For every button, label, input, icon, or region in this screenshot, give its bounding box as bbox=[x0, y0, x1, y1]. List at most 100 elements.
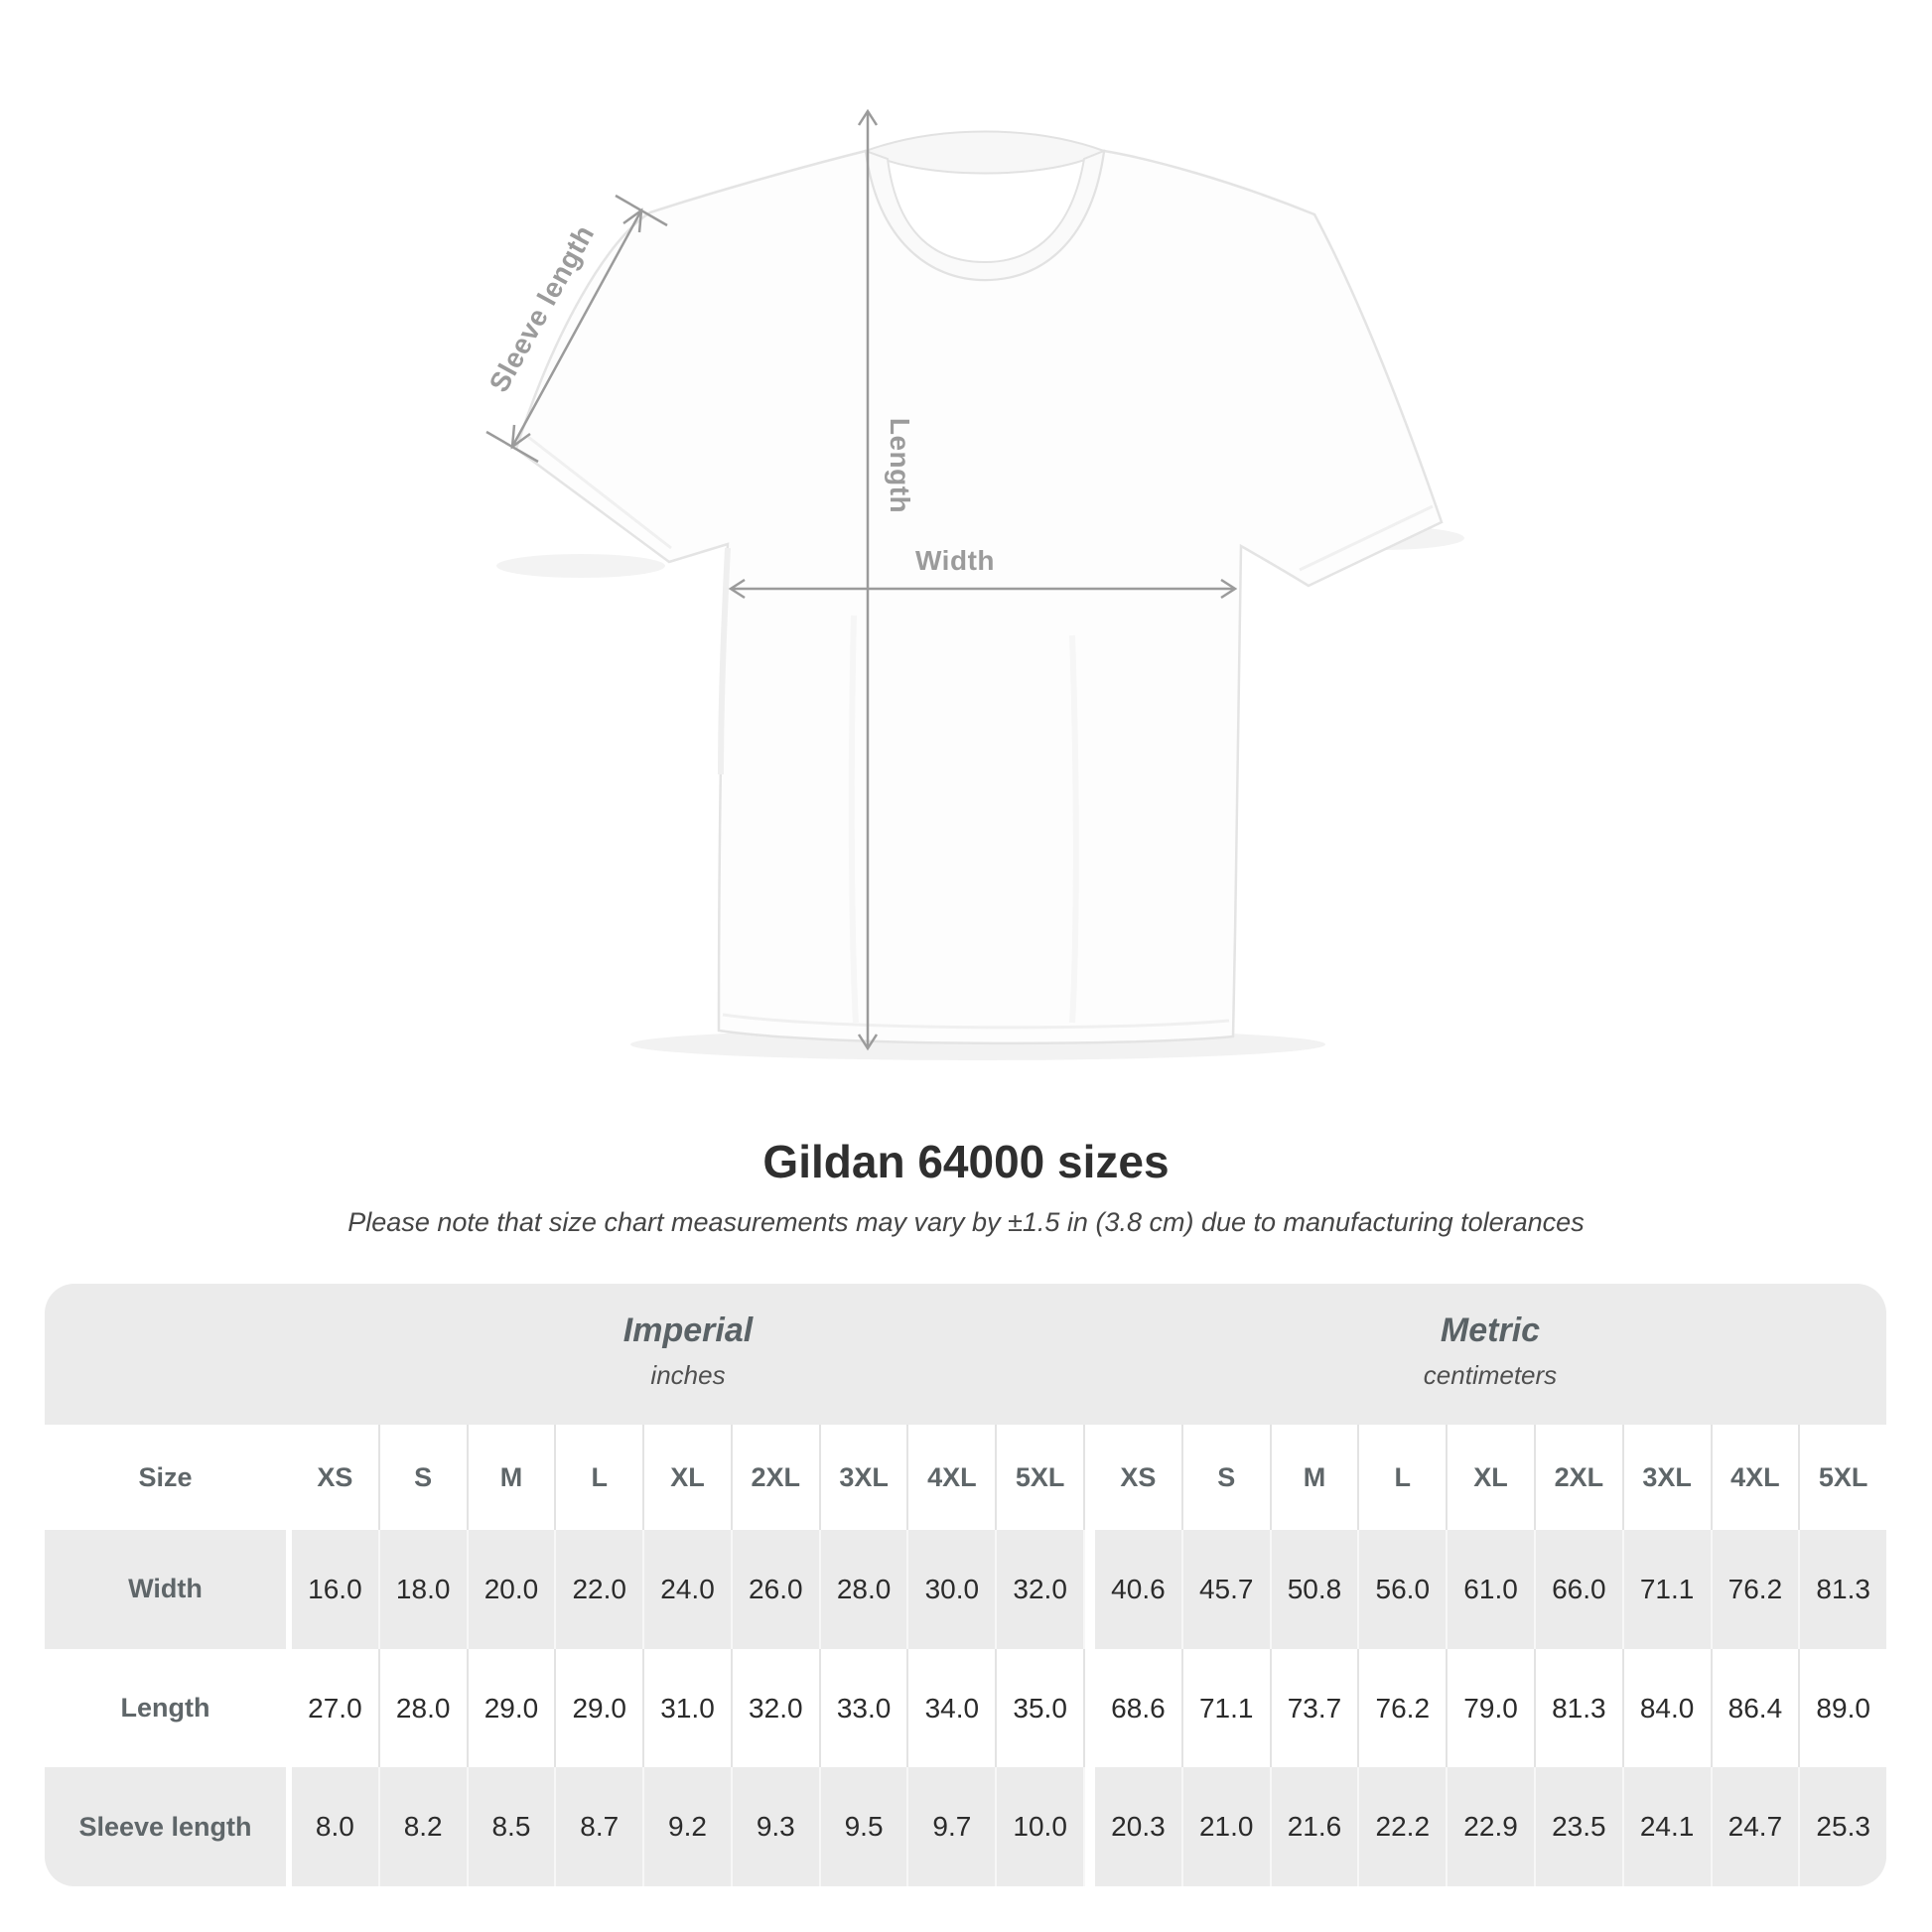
value-cell: 18.0 bbox=[377, 1530, 467, 1649]
size-header-cell: 2XL bbox=[1533, 1425, 1622, 1530]
value-cell: 33.0 bbox=[818, 1648, 907, 1768]
value-cell: 24.1 bbox=[1621, 1767, 1711, 1886]
column-divider bbox=[286, 1767, 292, 1886]
size-header-cell: XL bbox=[642, 1425, 731, 1530]
value-cell: 66.0 bbox=[1533, 1530, 1622, 1649]
size-header-cell: XS bbox=[317, 1461, 353, 1492]
value-cell: 9.5 bbox=[818, 1767, 907, 1886]
value-cell: 61.0 bbox=[1446, 1530, 1534, 1649]
size-header-cell: M bbox=[466, 1425, 555, 1530]
tolerance-note: Please note that size chart measurements… bbox=[347, 1207, 1585, 1237]
value-cell: 10.0 bbox=[995, 1767, 1086, 1886]
value-cell: 76.2 bbox=[1357, 1648, 1446, 1768]
value-cell: 16.0 bbox=[308, 1573, 362, 1604]
column-divider bbox=[286, 1648, 292, 1768]
table-row-width: Width 16.0 18.0 20.0 22.0 24.0 26.0 28.0 30.0 32.… bbox=[45, 1530, 1886, 1649]
value-cell: 26.0 bbox=[730, 1530, 819, 1649]
size-header-cell: 4XL bbox=[906, 1425, 995, 1530]
value-cell: 27.0 bbox=[308, 1692, 362, 1724]
value-cell: 9.2 bbox=[642, 1767, 731, 1886]
column-divider bbox=[286, 1425, 292, 1530]
value-cell: 8.2 bbox=[377, 1767, 467, 1886]
tshirt-illustration bbox=[514, 130, 1444, 1045]
value-cell: 50.8 bbox=[1269, 1530, 1358, 1649]
page-title: Gildan 64000 sizes bbox=[762, 1136, 1170, 1187]
size-table-body: Width 16.0 18.0 20.0 22.0 24.0 26.0 28.0 30.0 32.… bbox=[45, 1530, 1886, 1886]
value-cell: 24.7 bbox=[1710, 1767, 1799, 1886]
value-cell: 25.3 bbox=[1798, 1767, 1886, 1886]
value-cell: 32.0 bbox=[995, 1530, 1086, 1649]
imperial-group-title: Imperial bbox=[622, 1311, 754, 1349]
value-cell: 68.6 bbox=[1111, 1692, 1166, 1724]
value-cell: 28.0 bbox=[818, 1530, 907, 1649]
value-cell: 76.2 bbox=[1710, 1530, 1799, 1649]
sleeve-length-arrow bbox=[485, 194, 668, 464]
value-cell: 22.2 bbox=[1357, 1767, 1446, 1886]
value-cell: 8.0 bbox=[315, 1811, 354, 1843]
metric-group-unit: centimeters bbox=[1423, 1360, 1558, 1390]
size-column-header: Size bbox=[138, 1461, 193, 1492]
size-header-row: Size XS S M L XL 2XL 3XL 4XL 5XL XS S M L XL 2XL 3XL 4XL 5… bbox=[45, 1425, 1886, 1530]
value-cell: 30.0 bbox=[906, 1530, 995, 1649]
value-cell: 23.5 bbox=[1533, 1767, 1622, 1886]
value-cell: 84.0 bbox=[1621, 1648, 1711, 1768]
value-cell: 89.0 bbox=[1798, 1648, 1886, 1768]
row-label-sleeve-length: Sleeve length bbox=[78, 1811, 252, 1842]
value-cell: 22.0 bbox=[554, 1530, 642, 1649]
value-cell: 71.1 bbox=[1180, 1648, 1270, 1768]
value-cell: 79.0 bbox=[1446, 1648, 1534, 1768]
value-cell: 29.0 bbox=[554, 1648, 642, 1768]
unit-group-header-row: Imperial inches Metric centimeters bbox=[45, 1284, 1886, 1425]
width-label: Width bbox=[915, 545, 995, 576]
value-cell: 81.3 bbox=[1533, 1648, 1622, 1768]
table-row-length: Length 27.0 28.0 29.0 29.0 31.0 32.0 33.0 34.0 35… bbox=[45, 1648, 1886, 1768]
value-cell: 81.3 bbox=[1798, 1530, 1886, 1649]
value-cell: 34.0 bbox=[906, 1648, 995, 1768]
column-divider bbox=[1085, 1425, 1096, 1530]
value-cell: 31.0 bbox=[642, 1648, 731, 1768]
value-cell: 32.0 bbox=[730, 1648, 819, 1768]
size-header-cell: S bbox=[1180, 1425, 1270, 1530]
value-cell: 56.0 bbox=[1357, 1530, 1446, 1649]
value-cell: 8.5 bbox=[466, 1767, 555, 1886]
value-cell: 35.0 bbox=[995, 1648, 1086, 1768]
metric-group-title: Metric bbox=[1440, 1311, 1541, 1349]
imperial-group-unit: inches bbox=[650, 1360, 726, 1390]
value-cell: 21.0 bbox=[1180, 1767, 1270, 1886]
size-header-cell: 4XL bbox=[1710, 1425, 1799, 1530]
row-label-length: Length bbox=[120, 1693, 210, 1723]
length-arrow bbox=[857, 108, 879, 1051]
column-divider bbox=[1085, 1767, 1096, 1886]
size-header-cell: XL bbox=[1446, 1425, 1534, 1530]
imperial-group-header: Imperial inches bbox=[292, 1284, 1084, 1425]
value-cell: 22.9 bbox=[1446, 1767, 1534, 1886]
column-divider bbox=[1085, 1530, 1096, 1649]
table-row-sleeve-length: Sleeve length 8.0 8.2 8.5 8.7 9.2 9.3 9.5 9.7 10.… bbox=[45, 1767, 1886, 1886]
size-header-cell: L bbox=[1357, 1425, 1446, 1530]
column-divider bbox=[1085, 1648, 1096, 1768]
value-cell: 9.7 bbox=[906, 1767, 995, 1886]
value-cell: 40.6 bbox=[1111, 1573, 1166, 1604]
row-label-width: Width bbox=[128, 1574, 203, 1604]
value-cell: 71.1 bbox=[1621, 1530, 1711, 1649]
size-header-cell: S bbox=[377, 1425, 467, 1530]
value-cell: 29.0 bbox=[466, 1648, 555, 1768]
size-header-cell: XS bbox=[1120, 1461, 1157, 1492]
value-cell: 24.0 bbox=[642, 1530, 731, 1649]
value-cell: 21.6 bbox=[1269, 1767, 1358, 1886]
value-cell: 86.4 bbox=[1710, 1648, 1799, 1768]
value-cell: 20.3 bbox=[1111, 1811, 1166, 1843]
value-cell: 45.7 bbox=[1180, 1530, 1270, 1649]
size-table: Imperial inches Metric centimeters Size X… bbox=[45, 1284, 1886, 1886]
value-cell: 20.0 bbox=[466, 1530, 555, 1649]
value-cell: 9.3 bbox=[730, 1767, 819, 1886]
size-header-cell: 2XL bbox=[730, 1425, 819, 1530]
size-header-cell: 5XL bbox=[1798, 1425, 1886, 1530]
size-header-cell: L bbox=[554, 1425, 642, 1530]
metric-group-header: Metric centimeters bbox=[1094, 1284, 1886, 1425]
size-header-cell: 3XL bbox=[818, 1425, 907, 1530]
length-label: Length bbox=[885, 417, 915, 514]
value-cell: 28.0 bbox=[377, 1648, 467, 1768]
group-header-spacer bbox=[45, 1284, 286, 1425]
